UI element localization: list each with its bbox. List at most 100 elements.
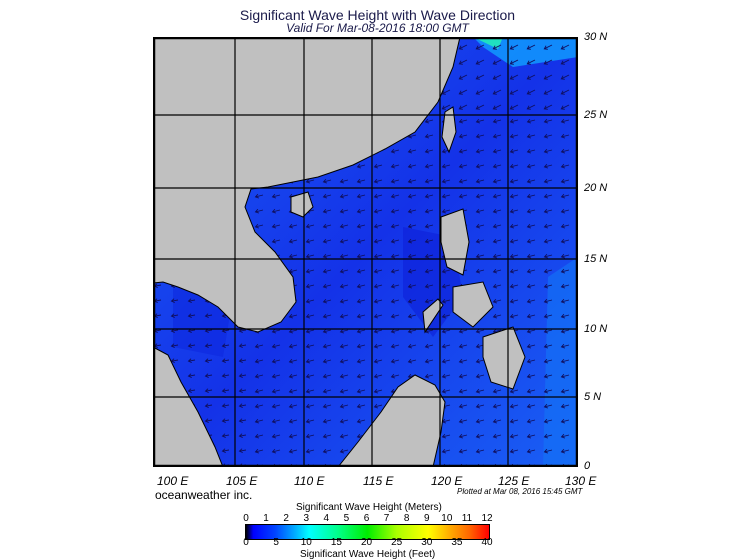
wave-arrow [288, 418, 298, 424]
feet-tick: 0 [243, 537, 249, 548]
wave-arrow [373, 358, 383, 364]
wave-arrow [339, 433, 349, 439]
wave-arrow [322, 298, 332, 304]
wave-arrow [322, 448, 332, 454]
wave-arrow [458, 343, 468, 349]
wave-arrow [322, 208, 332, 214]
wave-arrow [509, 313, 519, 319]
wave-arrow [560, 388, 570, 394]
wave-arrow [475, 403, 485, 409]
taiwan [441, 106, 457, 154]
wave-arrow [475, 148, 485, 154]
wave-arrow [526, 298, 536, 304]
wave-arrow [373, 283, 383, 289]
wave-arrow [560, 313, 570, 319]
map-subtitle: Valid For Mar-08-2016 18:00 GMT [286, 21, 469, 35]
meters-tick: 1 [263, 513, 269, 524]
colorbar-feet-title: Significant Wave Height (Feet) [300, 549, 436, 560]
wave-arrow [526, 89, 536, 95]
wave-arrow [356, 343, 366, 349]
wave-arrow [305, 253, 315, 259]
wave-arrow [492, 133, 502, 139]
wave-arrow [492, 193, 502, 199]
wave-arrow [407, 313, 417, 319]
meters-tick: 2 [283, 513, 289, 524]
lat-label: 30 N [584, 31, 608, 43]
lat-label: 20 N [584, 182, 608, 194]
wave-arrow [390, 163, 400, 169]
wave-arrow [373, 268, 383, 274]
wave-arrow [271, 208, 281, 214]
wave-arrow [187, 358, 196, 364]
wave-arrow [543, 343, 553, 349]
wave-arrow [373, 388, 383, 394]
wave-arrow [322, 373, 332, 379]
wave-arrow [560, 193, 570, 199]
wave-arrow [475, 238, 485, 244]
wave-arrow [526, 133, 536, 139]
wave-arrow [356, 238, 366, 244]
wave-arrow [407, 298, 417, 304]
wave-arrow [475, 59, 485, 65]
wave-arrow [407, 148, 417, 154]
feet-tick: 20 [360, 537, 373, 548]
wave-arrow [390, 268, 400, 274]
wave-arrow [339, 223, 349, 229]
wave-arrow [407, 268, 417, 274]
meters-tick: 3 [303, 513, 310, 524]
lat-label: 15 N [584, 253, 608, 265]
wave-arrow [288, 253, 298, 259]
wave-arrow [543, 178, 553, 184]
wave-arrow [543, 313, 553, 319]
meters-tick: 6 [363, 513, 370, 524]
wave-arrow [475, 178, 485, 184]
wave-arrow [560, 433, 570, 439]
wave-arrow [509, 388, 519, 394]
wave-arrow [390, 313, 400, 319]
wave-arrow [543, 238, 553, 244]
wave-arrow [271, 448, 281, 454]
wave-arrow [254, 388, 264, 394]
wave-arrow [339, 313, 349, 319]
wave-arrow [356, 388, 366, 394]
wave-arrow [509, 433, 519, 439]
wave-arrow [356, 328, 366, 334]
wave-arrow [526, 283, 536, 289]
wave-arrow [390, 373, 400, 379]
wave-arrow [339, 208, 349, 214]
lat-label: 5 N [584, 391, 602, 403]
wave-arrow [526, 178, 536, 184]
wave-arrow [441, 163, 451, 169]
wave-arrow [492, 313, 502, 319]
wave-arrow [526, 118, 536, 124]
wave-arrow [339, 448, 349, 454]
wave-arrow [271, 328, 281, 334]
wave-arrow [475, 163, 485, 169]
wave-arrow [509, 133, 519, 139]
wave-arrow [356, 418, 366, 424]
wave-arrow [441, 104, 451, 110]
wave-arrow [238, 448, 247, 454]
wave-arrow [526, 59, 536, 65]
wave-arrow [221, 448, 230, 454]
wave-arrow [560, 328, 570, 334]
wave-arrow [407, 178, 417, 184]
wave-arrow [509, 418, 519, 424]
wave-arrow [560, 59, 570, 65]
wave-arrow [221, 358, 230, 364]
feet-tick: 30 [421, 537, 433, 548]
wave-arrow [492, 89, 502, 95]
lon-label: 100 E [157, 474, 189, 488]
wave-arrow [526, 433, 536, 439]
wave-arrow [305, 313, 315, 319]
wave-arrow [407, 343, 417, 349]
lon-label: 110 E [294, 474, 325, 488]
land [153, 37, 526, 467]
wave-arrow [322, 343, 332, 349]
wave-arrow [170, 343, 179, 349]
colorbar-meters-title: Significant Wave Height (Meters) [296, 502, 442, 513]
wave-arrow [441, 283, 451, 289]
wave-arrow [560, 163, 570, 169]
visayas [452, 281, 494, 328]
wave-arrow [221, 373, 230, 379]
